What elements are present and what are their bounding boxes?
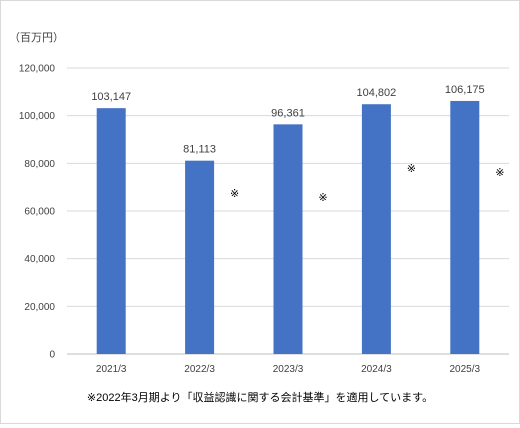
y-tick-label: 40,000 [24, 254, 55, 265]
data-label: 81,113 [183, 144, 216, 156]
footnote: ※2022年3月期より「収益認識に関する会計基準」を適用しています。 [87, 390, 433, 404]
bar [185, 160, 215, 354]
data-label: 106,175 [445, 84, 485, 96]
asterisk-mark: ※ [318, 192, 327, 204]
y-axis-ticks: 0 20,000 40,000 60,000 80,000 100,000 120,000 [19, 64, 56, 361]
asterisk-mark: ※ [407, 163, 416, 175]
data-labels: 103,147 81,113 96,361 104,802 106,175 [91, 84, 484, 156]
bar [96, 108, 126, 354]
y-tick-label: 120,000 [19, 64, 56, 75]
asterisk-mark: ※ [230, 188, 239, 200]
data-label: 104,802 [357, 87, 397, 99]
bar [450, 100, 480, 354]
unit-label: （百万円） [9, 31, 64, 44]
bar [273, 124, 303, 354]
x-tick-label: 2022/3 [184, 364, 215, 375]
x-axis-ticks: 2021/3 2022/3 2023/3 2024/3 2025/3 [96, 364, 481, 375]
bar [361, 104, 391, 355]
x-tick-label: 2024/3 [361, 364, 392, 375]
x-tick-label: 2025/3 [450, 364, 481, 375]
y-tick-label: 20,000 [24, 302, 55, 313]
x-tick-label: 2023/3 [273, 364, 304, 375]
y-tick-label: 60,000 [24, 207, 55, 218]
y-tick-label: 80,000 [24, 159, 55, 170]
bars [96, 100, 480, 355]
data-label: 103,147 [91, 91, 131, 103]
asterisk-marks: ※ ※ ※ ※ [230, 163, 504, 204]
x-tick-label: 2021/3 [96, 364, 127, 375]
asterisk-mark: ※ [495, 167, 504, 179]
data-label: 96,361 [271, 107, 305, 119]
y-tick-label: 0 [49, 350, 55, 361]
y-tick-label: 100,000 [19, 111, 56, 122]
